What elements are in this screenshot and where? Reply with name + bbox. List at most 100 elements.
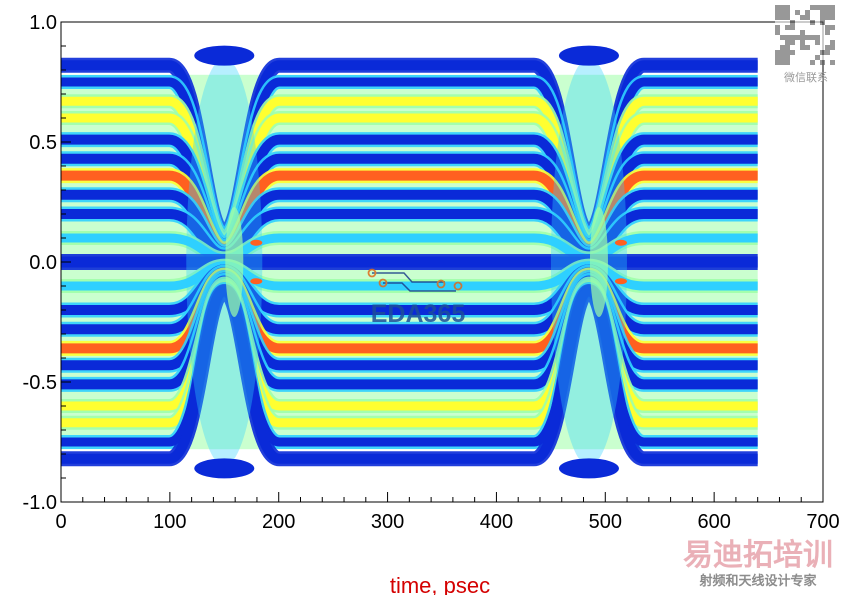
qr-cell (785, 50, 790, 55)
qr-cell (775, 15, 780, 20)
qr-cell (800, 35, 805, 40)
qr-cell (790, 20, 795, 25)
qr-caption: 微信联系 (784, 70, 828, 84)
qr-cell (820, 15, 825, 20)
eye-traces (61, 45, 758, 479)
crossing-cloud-0 (186, 58, 263, 466)
x-tick-label: 0 (55, 511, 66, 533)
qr-cell (820, 50, 825, 55)
qr-cell (800, 30, 805, 35)
qr-cell (815, 5, 820, 10)
qr-cell (830, 45, 835, 50)
y-tick-label: -0.5 (23, 372, 57, 394)
qr-cell (785, 15, 790, 20)
qr-cell (780, 15, 785, 20)
qr-cell (790, 40, 795, 45)
qr-cell (805, 35, 810, 40)
qr-cell (775, 30, 780, 35)
qr-cell (800, 15, 805, 20)
qr-cell (830, 5, 835, 10)
x-tick-label: 300 (371, 511, 404, 533)
brand-name: 易迪拓培训 (683, 538, 833, 572)
qr-cell (785, 25, 790, 30)
qr-cell (825, 50, 830, 55)
qr-cell (785, 40, 790, 45)
qr-cell (785, 45, 790, 50)
qr-cell (820, 10, 825, 15)
qr-cell (805, 45, 810, 50)
qr-cell (815, 35, 820, 40)
qr-cell (775, 5, 780, 10)
qr-cell (815, 55, 820, 60)
qr-cell (775, 60, 780, 65)
qr-cell (825, 25, 830, 30)
qr-cell (820, 60, 825, 65)
crossing-hot-lower-1 (614, 278, 627, 285)
qr-cell (810, 35, 815, 40)
y-tick-label: -1.0 (23, 492, 57, 514)
x-tick-label: 700 (806, 511, 839, 533)
x-tick-label: 500 (589, 511, 622, 533)
qr-cell (780, 5, 785, 10)
x-tick-label: 100 (153, 511, 186, 533)
eda365-text: EDA365 (371, 300, 466, 328)
y-tick-label: 0.5 (29, 132, 57, 154)
crossing-core-1 (589, 207, 608, 317)
qr-cell (790, 35, 795, 40)
qr-cell (810, 5, 815, 10)
qr-cell (825, 45, 830, 50)
qr-cell (780, 60, 785, 65)
crossing-cloud-1 (550, 58, 627, 466)
crossing-top-0 (194, 45, 255, 66)
crossing-bottom-1 (558, 458, 619, 479)
crossing-bottom-0 (194, 458, 255, 479)
x-tick-label: 400 (480, 511, 513, 533)
crossing-top-1 (558, 45, 619, 66)
qr-cell (785, 5, 790, 10)
qr-cell (830, 15, 835, 20)
qr-cell (830, 25, 835, 30)
y-tick-label: 1.0 (29, 12, 57, 34)
qr-cell (805, 15, 810, 20)
qr-cell (825, 30, 830, 35)
x-axis: 0 100 200 300 400 500 600 700 (55, 492, 840, 533)
qr-cell (830, 60, 835, 65)
qr-cell (785, 35, 790, 40)
qr-cell (810, 60, 815, 65)
x-tick-label: 200 (262, 511, 295, 533)
qr-cell (785, 55, 790, 60)
qr-cell (780, 50, 785, 55)
qr-code-watermark (775, 5, 835, 65)
qr-cell (790, 25, 795, 30)
trace-20 (61, 286, 758, 464)
qr-cell (795, 35, 800, 40)
qr-cell (815, 40, 820, 45)
qr-cell (830, 10, 835, 15)
qr-cell (775, 50, 780, 55)
x-tick-label: 600 (697, 511, 730, 533)
qr-cell (780, 55, 785, 60)
qr-cell (825, 5, 830, 10)
qr-cell (825, 10, 830, 15)
qr-cell (785, 10, 790, 15)
y-axis: 1.0 0.5 0.0 -0.5 -1.0 (23, 12, 71, 514)
qr-cell (825, 15, 830, 20)
crossing-core-0 (225, 207, 244, 317)
qr-cell (795, 10, 800, 15)
crossing-hot-upper-1 (614, 239, 627, 246)
eda365-watermark: EDA365 (367, 268, 466, 328)
qr-cell (810, 20, 815, 25)
crossing-hot-upper-0 (250, 239, 263, 246)
qr-cell (785, 60, 790, 65)
qr-cell (800, 45, 805, 50)
y-tick-label: 0.0 (29, 252, 57, 274)
qr-cell (780, 45, 785, 50)
qr-cell (830, 40, 835, 45)
crossing-hot-lower-0 (250, 278, 263, 285)
qr-cell (805, 10, 810, 15)
qr-cell (775, 10, 780, 15)
qr-cell (780, 10, 785, 15)
qr-cell (800, 40, 805, 45)
qr-cell (775, 55, 780, 60)
